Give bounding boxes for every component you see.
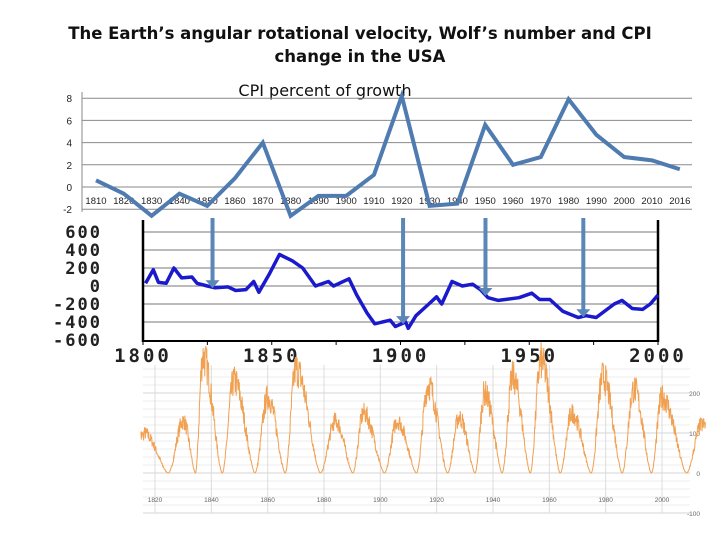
rotation-series-line	[144, 252, 660, 331]
x-tick-label: 1920	[391, 196, 412, 207]
x-tick-label: 1960	[542, 497, 557, 504]
down-arrow-icon	[478, 288, 493, 296]
x-tick-label: 1980	[558, 196, 579, 207]
y-tick-label: 0	[696, 471, 700, 478]
y-tick-label: 200	[65, 259, 102, 279]
x-tick-label: 1860	[260, 497, 275, 504]
y-tick-label: 200	[689, 391, 700, 398]
x-tick-label: 2000	[629, 345, 687, 367]
x-tick-label: 1990	[586, 196, 607, 207]
y-tick-label: 6	[66, 116, 72, 127]
y-tick-label: -400	[53, 313, 102, 333]
x-tick-label: 1820	[148, 497, 163, 504]
x-tick-label: 1880	[280, 196, 301, 207]
down-arrow-icon	[396, 316, 411, 325]
x-tick-label: 1950	[475, 196, 496, 207]
y-tick-label: 600	[65, 223, 102, 243]
x-tick-label: 1900	[373, 497, 388, 504]
x-tick-label: 1960	[502, 196, 523, 207]
x-tick-label: 1820	[113, 196, 134, 207]
x-tick-label: 1830	[141, 196, 162, 207]
y-tick-label: 0	[66, 183, 72, 194]
x-tick-label: 1850	[197, 196, 218, 207]
y-tick-label: -100	[687, 511, 700, 518]
cpi-chart-title: CPI percent of growth	[238, 81, 411, 100]
y-tick-label: -600	[53, 331, 102, 351]
x-tick-label: 1910	[363, 196, 384, 207]
x-tick-label: 1920	[429, 497, 444, 504]
x-tick-label: 1810	[85, 196, 106, 207]
x-tick-label: 1900	[372, 345, 430, 367]
x-tick-label: 2016	[669, 196, 690, 207]
x-tick-label: 1950	[500, 345, 558, 367]
x-tick-label: 1970	[530, 196, 551, 207]
down-arrow-icon	[205, 280, 220, 289]
y-tick-label: -2	[63, 205, 72, 216]
x-tick-label: 1940	[486, 497, 501, 504]
y-tick-label: -200	[53, 295, 102, 315]
x-tick-label: 1840	[204, 497, 219, 504]
y-tick-label: 400	[65, 241, 102, 261]
x-tick-label: 1850	[243, 345, 301, 367]
y-tick-label: 8	[66, 94, 72, 105]
x-tick-label: 1860	[224, 196, 245, 207]
wolf-number-series-line	[140, 342, 706, 474]
x-tick-label: 1800	[114, 345, 172, 367]
x-tick-label: 1890	[308, 196, 329, 207]
x-tick-label: 1880	[317, 497, 332, 504]
y-tick-label: 100	[689, 431, 700, 438]
down-arrow-icon	[576, 309, 591, 318]
x-tick-label: 1870	[252, 196, 273, 207]
y-tick-label: 2	[66, 161, 72, 172]
y-tick-label: 0	[90, 277, 102, 297]
x-tick-label: 2010	[641, 196, 662, 207]
wolf-number-chart: 1820 1840 1860 1880 1900 1920 1940 1960 1980 2000…	[140, 342, 706, 518]
cpi-series-line	[95, 89, 681, 220]
x-tick-label: 1980	[598, 497, 613, 504]
x-tick-label: 2000	[614, 196, 635, 207]
x-tick-label: 1840	[169, 196, 190, 207]
cpi-chart: 8 6 4 2 0 -2 1810 1820 1830 1840 1850 1860 1870 1880 1…	[63, 89, 692, 220]
y-tick-label: 4	[66, 139, 72, 150]
x-tick-label: 2000	[655, 497, 670, 504]
x-tick-label: 1900	[336, 196, 357, 207]
slide-title: The Earth’s angular rotational velocity,…	[68, 24, 652, 66]
